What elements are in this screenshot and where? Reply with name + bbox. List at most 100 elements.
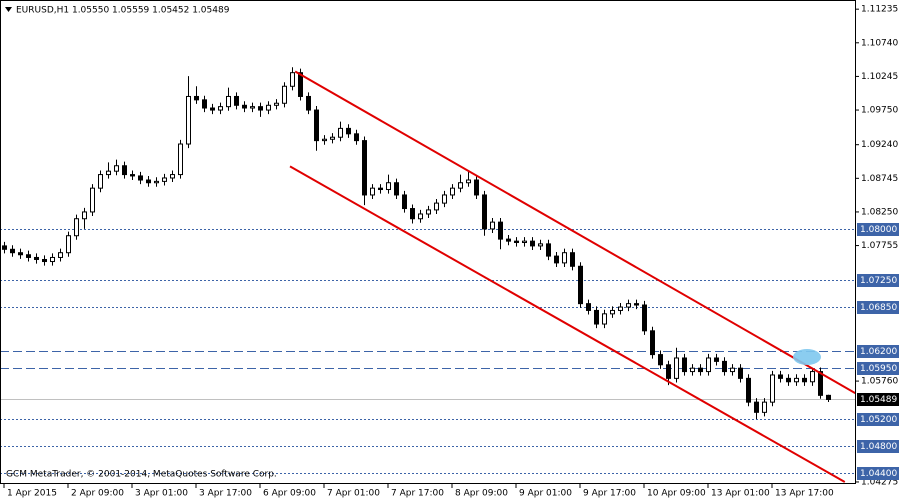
plot-area: [1, 67, 855, 483]
candle-body: [290, 72, 295, 87]
x-tick-label: 7 Apr 01:00: [327, 489, 380, 499]
current-price-label: 1.05489: [860, 395, 897, 405]
candle-body: [354, 133, 359, 142]
candle-body: [674, 357, 679, 379]
candle-body: [338, 127, 343, 138]
trendline: [289, 165, 846, 483]
level-box: [857, 467, 899, 480]
candle-body: [746, 377, 751, 403]
candle-body: [394, 182, 399, 196]
candle-body: [426, 209, 431, 215]
candle-body: [698, 367, 703, 373]
candle-body: [602, 313, 607, 325]
y-tick-label: 1.04275: [861, 477, 898, 487]
highlight-ellipse: [793, 349, 821, 365]
candle-body: [730, 367, 735, 373]
candle-body: [610, 309, 615, 315]
x-tick-label: 6 Apr 09:00: [263, 489, 316, 499]
x-tick-label: 13 Apr 17:00: [775, 489, 834, 499]
candle-body: [10, 248, 15, 254]
candle-body: [50, 256, 55, 263]
candle-body: [618, 306, 623, 311]
candle-body: [634, 303, 639, 306]
y-tick-label: 1.10245: [861, 72, 898, 82]
level-box: [857, 301, 899, 314]
x-tick-label: 2 Apr 09:00: [71, 489, 124, 499]
candle-body: [74, 218, 79, 237]
candle-body: [482, 194, 487, 230]
copyright: GCM MetaTrader, © 2001-2014, MetaQuotes …: [6, 470, 277, 480]
level-box: [857, 223, 899, 236]
level-label: 1.07250: [860, 276, 897, 286]
level-label: 1.06200: [860, 347, 897, 357]
candle-body: [490, 221, 495, 230]
candle-body: [242, 104, 247, 109]
candle-body: [346, 127, 351, 135]
candle-body: [722, 360, 727, 373]
candle-body: [2, 245, 7, 250]
plot-frame: [0, 0, 856, 484]
level-box: [857, 362, 899, 375]
candle-body: [282, 85, 287, 104]
y-tick-label: 1.08250: [861, 207, 898, 217]
candle-body: [322, 138, 327, 142]
candle-body: [386, 182, 391, 191]
candle-body: [210, 107, 215, 111]
level-label: 1.06850: [860, 303, 897, 313]
candle-body: [274, 102, 279, 106]
candle-body: [546, 243, 551, 257]
candle-body: [218, 106, 223, 111]
candle-body: [666, 364, 671, 379]
candle-body: [226, 95, 231, 108]
candle-body: [754, 401, 759, 413]
level-box: [857, 440, 899, 453]
candle-body: [402, 194, 407, 210]
candle-body: [450, 187, 455, 196]
candle-body: [362, 140, 367, 196]
candle-body: [762, 401, 767, 413]
level-label: 1.04800: [860, 442, 897, 452]
candle-body: [578, 265, 583, 305]
candle-body: [506, 238, 511, 242]
candle-body: [738, 367, 743, 379]
x-tick-label: 13 Apr 01:00: [711, 489, 770, 499]
candle-body: [418, 213, 423, 220]
candle-body: [466, 179, 471, 184]
candle-body: [498, 221, 503, 240]
y-tick-label: 1.05760: [861, 377, 898, 387]
candle-body: [826, 394, 831, 400]
trendline: [294, 70, 855, 394]
y-tick-label: 1.07755: [861, 241, 898, 251]
candle-body: [658, 354, 663, 366]
candle-body: [66, 235, 71, 254]
candle-body: [586, 303, 591, 311]
candle-body: [690, 367, 695, 373]
candle-body: [770, 374, 775, 403]
candle-body: [378, 187, 383, 191]
candle-body: [706, 357, 711, 373]
x-tick-label: 10 Apr 09:00: [647, 489, 706, 499]
candle-body: [642, 304, 647, 332]
candle-body: [434, 202, 439, 211]
current-price-box: [857, 393, 899, 406]
candle-body: [562, 252, 567, 264]
candle-body: [682, 357, 687, 373]
candle-body: [626, 303, 631, 308]
x-tick-label: 1 Apr 2015: [7, 489, 57, 499]
candle-body: [554, 255, 559, 264]
menu-triangle: [5, 7, 12, 12]
candle-body: [458, 182, 463, 189]
candle-body: [122, 165, 127, 176]
candle-body: [314, 109, 319, 142]
candle-body: [18, 252, 23, 256]
candle-body: [178, 143, 183, 176]
candle-body: [266, 104, 271, 111]
y-tick-label: 1.10740: [861, 38, 898, 48]
candle-body: [802, 377, 807, 383]
candle-body: [786, 377, 791, 383]
candle-body: [82, 211, 87, 220]
level-label: 1.08000: [860, 225, 897, 235]
candle-body: [330, 136, 335, 140]
x-tick-label: 3 Apr 01:00: [135, 489, 188, 499]
candle-body: [474, 179, 479, 196]
